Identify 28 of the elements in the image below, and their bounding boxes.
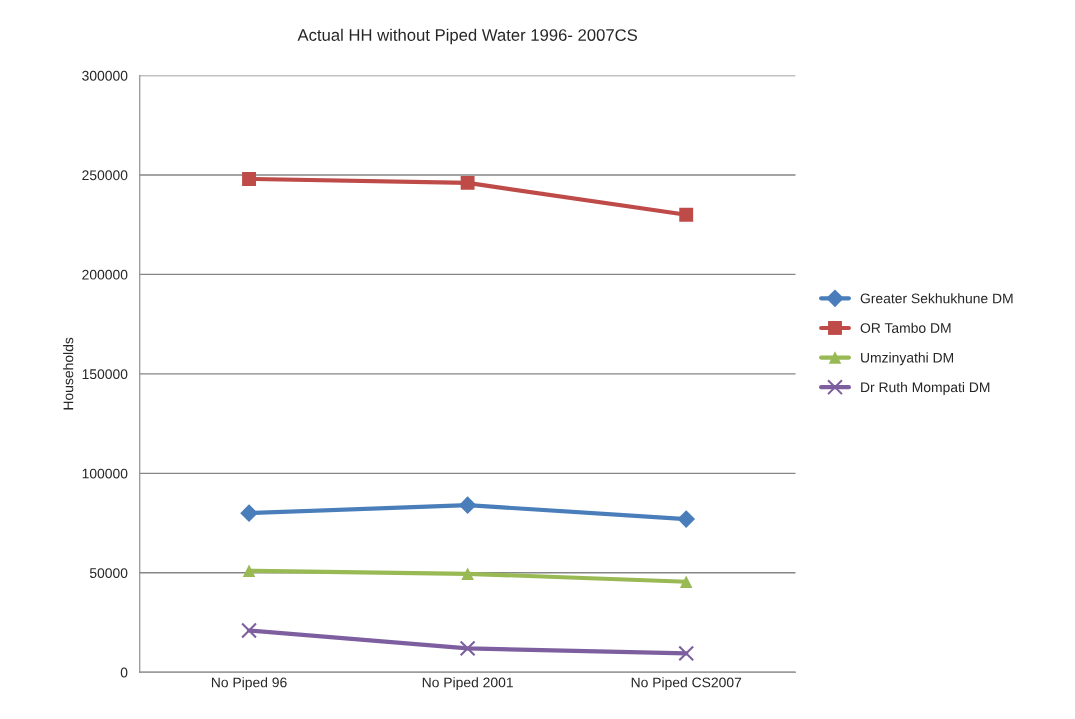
point <box>240 504 258 522</box>
x-tick-label: No Piped 96 <box>211 677 287 691</box>
x-tick-label: No Piped 2001 <box>422 677 513 691</box>
y-tick-label: 250000 <box>82 170 128 181</box>
legend-label: Greater Sekhukhune DM <box>860 293 1013 304</box>
chart-title: Actual HH without Piped Water 1996- 2007CS <box>297 28 638 45</box>
y-tick-label: 150000 <box>82 369 128 380</box>
y-tick-label: 0 <box>120 667 128 678</box>
y-tick-label: 300000 <box>82 70 128 81</box>
legend-label: OR Tambo DM <box>860 322 951 333</box>
legend-label: Umzinyathi DM <box>861 352 954 366</box>
point <box>459 640 476 657</box>
y-axis-title: Households <box>63 337 74 410</box>
y-tick-label: 100000 <box>82 468 128 479</box>
point <box>677 510 696 528</box>
point <box>461 567 474 581</box>
point <box>241 622 258 639</box>
point <box>242 564 256 578</box>
point <box>458 496 477 515</box>
x-tick-label: No Piped CS2007 <box>631 677 742 691</box>
y-tick-label: 200000 <box>82 269 128 280</box>
point <box>679 207 694 222</box>
point <box>242 171 256 186</box>
point <box>679 575 693 589</box>
y-tick-label: 50000 <box>89 568 128 578</box>
point <box>678 645 695 662</box>
legend-label: Dr Ruth Mompati DM <box>861 381 990 395</box>
point <box>460 175 475 190</box>
